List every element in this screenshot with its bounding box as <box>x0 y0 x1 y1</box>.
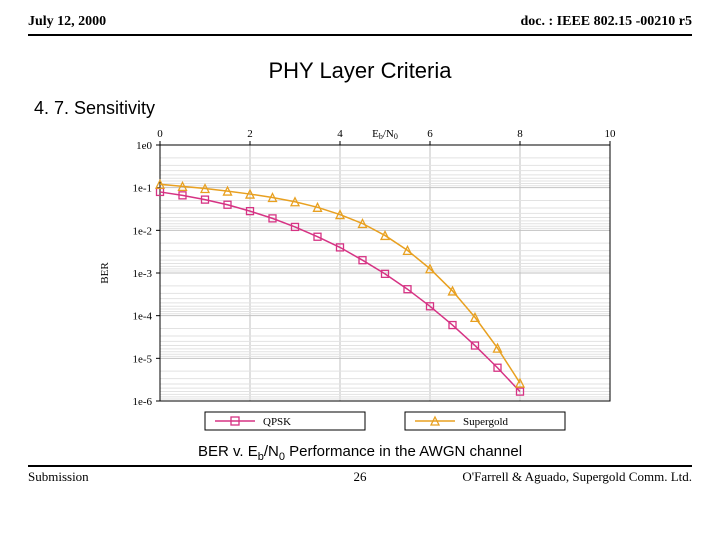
ber-chart: Eb/N002468101e01e-11e-21e-31e-41e-51e-6B… <box>90 121 630 437</box>
svg-text:Supergold: Supergold <box>463 416 509 428</box>
svg-text:BER: BER <box>99 262 111 284</box>
footer-right: O'Farrell & Aguado, Supergold Comm. Ltd. <box>367 469 693 485</box>
svg-text:1e0: 1e0 <box>136 140 152 152</box>
chart-container: Eb/N002468101e01e-11e-21e-31e-41e-51e-6B… <box>28 121 692 437</box>
svg-text:0: 0 <box>157 128 163 140</box>
svg-text:1e-5: 1e-5 <box>132 353 152 365</box>
caption-pre: BER v. E <box>198 443 258 460</box>
svg-text:1e-1: 1e-1 <box>132 183 152 195</box>
svg-text:1e-4: 1e-4 <box>132 311 152 323</box>
header-row: July 12, 2000 doc. : IEEE 802.15 -00210 … <box>28 14 692 36</box>
footer-left: Submission <box>28 469 354 485</box>
footer-separator <box>28 465 692 467</box>
svg-text:1e-3: 1e-3 <box>132 268 152 280</box>
page-title: PHY Layer Criteria <box>28 58 692 84</box>
svg-text:4: 4 <box>337 128 343 140</box>
svg-text:2: 2 <box>247 128 253 140</box>
slide-page: July 12, 2000 doc. : IEEE 802.15 -00210 … <box>0 0 720 540</box>
svg-text:6: 6 <box>427 128 433 140</box>
svg-text:8: 8 <box>517 128 523 140</box>
footer-page-number: 26 <box>354 469 367 485</box>
header-date: July 12, 2000 <box>28 14 106 30</box>
svg-text:1e-2: 1e-2 <box>132 225 152 237</box>
svg-text:QPSK: QPSK <box>263 416 291 428</box>
chart-caption: BER v. Eb/N0 Performance in the AWGN cha… <box>28 443 692 463</box>
svg-text:1e-6: 1e-6 <box>132 396 152 408</box>
svg-text:10: 10 <box>605 128 617 140</box>
section-heading: 4. 7. Sensitivity <box>34 98 692 119</box>
header-docref: doc. : IEEE 802.15 -00210 r5 <box>521 14 693 30</box>
caption-mid: /N <box>264 443 279 460</box>
caption-post: Performance in the AWGN channel <box>285 443 522 460</box>
footer-row: Submission 26 O'Farrell & Aguado, Superg… <box>28 469 692 485</box>
